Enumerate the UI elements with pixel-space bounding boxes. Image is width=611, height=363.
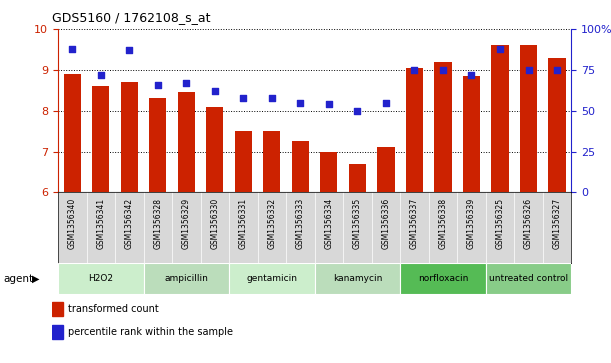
Point [353, 108, 362, 114]
Text: GSM1356340: GSM1356340 [68, 198, 77, 249]
Bar [549, 58, 566, 192]
Point [96, 72, 106, 78]
Bar [52, 325, 63, 339]
Text: GSM1356326: GSM1356326 [524, 198, 533, 249]
Point [210, 88, 220, 94]
Bar [491, 45, 508, 192]
Point [324, 101, 334, 107]
Bar [207, 107, 224, 192]
Bar [229, 263, 315, 294]
Point [181, 80, 191, 86]
Bar [178, 92, 195, 192]
Bar [406, 68, 423, 192]
Text: GSM1356342: GSM1356342 [125, 198, 134, 249]
Bar [92, 86, 109, 192]
Text: GSM1356325: GSM1356325 [496, 198, 505, 249]
Bar [434, 62, 452, 192]
Bar [400, 263, 486, 294]
Bar [121, 82, 138, 192]
Text: GSM1356332: GSM1356332 [268, 198, 276, 249]
Text: GSM1356331: GSM1356331 [239, 198, 248, 249]
Bar [349, 164, 366, 192]
Point [438, 67, 448, 73]
Text: GSM1356328: GSM1356328 [153, 198, 163, 249]
Text: GSM1356334: GSM1356334 [324, 198, 334, 249]
Text: agent: agent [3, 274, 33, 284]
Point [524, 67, 533, 73]
Text: kanamycin: kanamycin [333, 274, 382, 283]
Point [296, 99, 306, 105]
Point [153, 82, 163, 87]
Text: untreated control: untreated control [489, 274, 568, 283]
Point [67, 46, 77, 52]
Bar [64, 74, 81, 192]
Text: ▶: ▶ [32, 274, 39, 284]
Point [238, 95, 248, 101]
Point [125, 48, 134, 53]
Text: H2O2: H2O2 [89, 274, 113, 283]
Bar [263, 131, 280, 192]
Text: ampicillin: ampicillin [164, 274, 208, 283]
Point [495, 46, 505, 52]
Text: GSM1356335: GSM1356335 [353, 198, 362, 249]
Point [267, 95, 277, 101]
Bar [486, 263, 571, 294]
Text: GDS5160 / 1762108_s_at: GDS5160 / 1762108_s_at [52, 11, 210, 24]
Text: norfloxacin: norfloxacin [418, 274, 468, 283]
Text: transformed count: transformed count [68, 303, 159, 314]
Bar [235, 131, 252, 192]
Bar [292, 141, 309, 192]
Bar [378, 147, 395, 192]
Text: GSM1356327: GSM1356327 [552, 198, 562, 249]
Text: GSM1356330: GSM1356330 [210, 198, 219, 249]
Text: GSM1356341: GSM1356341 [97, 198, 105, 249]
Point [381, 99, 391, 105]
Point [467, 72, 477, 78]
Text: GSM1356329: GSM1356329 [182, 198, 191, 249]
Bar [315, 263, 400, 294]
Bar [149, 98, 166, 192]
Bar [320, 152, 337, 192]
Text: GSM1356338: GSM1356338 [439, 198, 447, 249]
Text: gentamicin: gentamicin [246, 274, 298, 283]
Bar [520, 45, 537, 192]
Text: GSM1356337: GSM1356337 [410, 198, 419, 249]
Point [409, 67, 419, 73]
Text: GSM1356339: GSM1356339 [467, 198, 476, 249]
Text: percentile rank within the sample: percentile rank within the sample [68, 327, 233, 337]
Bar [58, 263, 144, 294]
Bar [52, 302, 63, 316]
Bar [463, 76, 480, 192]
Text: GSM1356333: GSM1356333 [296, 198, 305, 249]
Text: GSM1356336: GSM1356336 [381, 198, 390, 249]
Point [552, 67, 562, 73]
Bar [144, 263, 229, 294]
